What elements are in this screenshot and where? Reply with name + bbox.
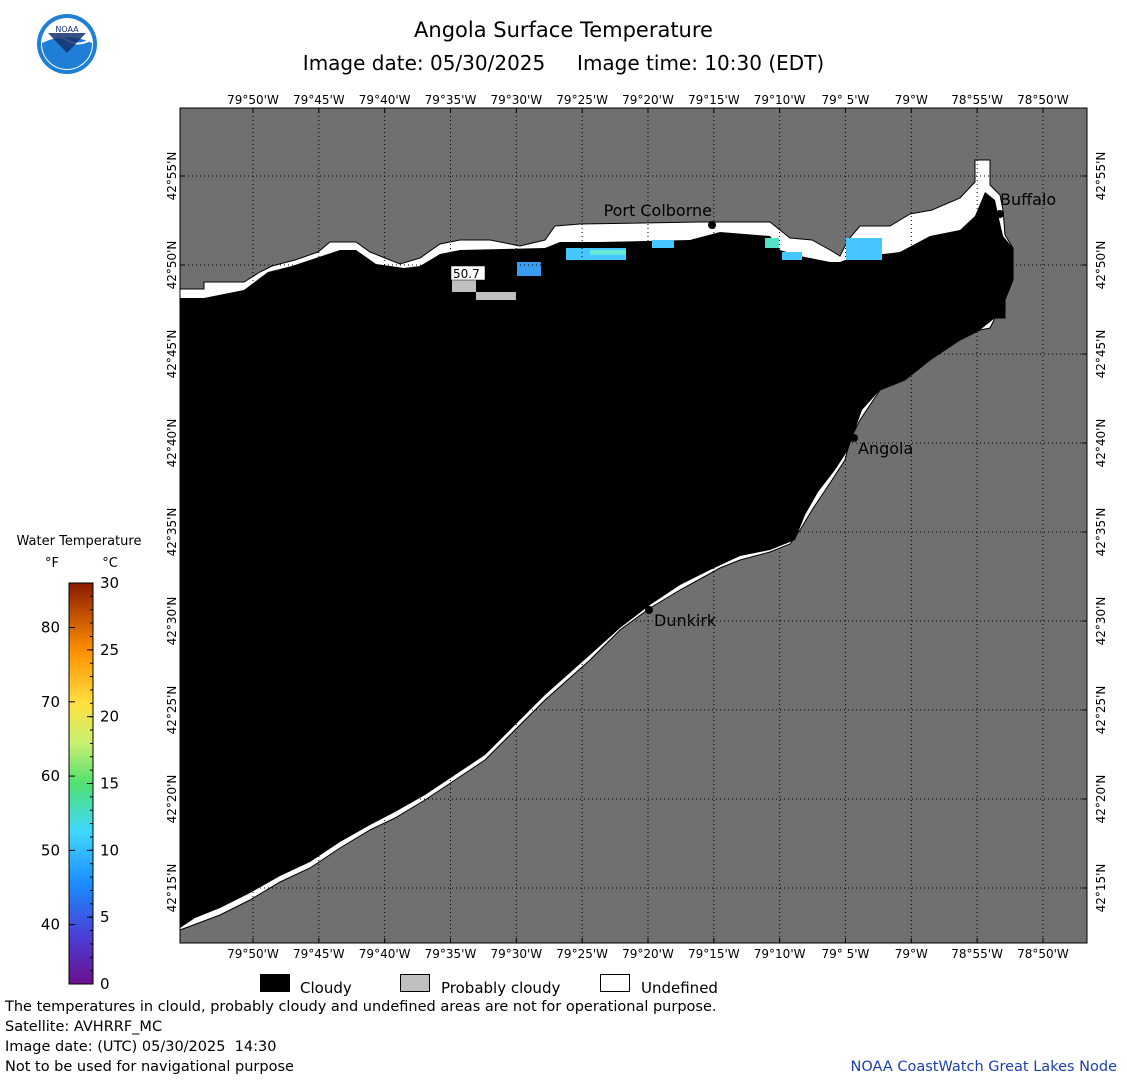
colorbar-f-labels: 80 70 60 50 40 [41,619,60,934]
legend-swatch-cloudy [260,974,290,992]
svg-text:50.7: 50.7 [453,267,480,281]
latitude-labels-right: 42°55'N 42°50'N 42°45'N 42°40'N 42°35'N 42°30… [1094,152,1108,913]
legend-label-probably-cloudy: Probably cloudy [441,979,561,997]
sample-value-label: 50.7 [450,265,486,281]
lon-label-bottom: 79°20'W [622,947,674,961]
svg-text:NOAA: NOAA [55,25,79,34]
longitude-labels-bottom: 79°50'W 79°45'W 79°40'W 79°35'W 79°30'W 79°25… [227,947,1069,961]
colorbar-f-label: 70 [41,693,60,711]
credit-link[interactable]: NOAA CoastWatch Great Lakes Node [850,1059,1117,1075]
axis-ticks [180,108,1087,943]
lat-label-left: 42°50'N [165,241,179,290]
colorbar-c-labels: 30 25 20 15 10 5 0 [100,574,119,993]
cloudy-area [180,192,1013,928]
probably-cloudy-area [452,280,516,300]
city-angola: Angola [850,434,913,458]
lon-label-top: 79°25'W [556,93,608,107]
colorbar-c-label: 0 [100,975,110,993]
lon-label-top: 79°W [895,93,928,107]
lat-label-right: 42°35'N [1094,508,1108,557]
lon-label-top: 79°50'W [227,93,279,107]
longitude-labels-top: 79°50'W 79°45'W 79°40'W 79°35'W 79°30'W 79°25… [227,93,1069,107]
lat-label-right: 42°45'N [1094,330,1108,379]
footer-utc-date: Image date: (UTC) 05/30/2025 14:30 [5,1039,277,1055]
lon-label-top: 79°10'W [754,93,806,107]
colorbar-f-label: 80 [41,619,60,637]
lat-label-left: 42°55'N [165,152,179,201]
legend-swatch-probably-cloudy [400,974,430,992]
lon-label-top: 78°55'W [951,93,1003,107]
lat-label-right: 42°55'N [1094,152,1108,201]
city-buffalo: Buffalo [996,190,1056,218]
lon-label-top: 79°45'W [293,93,345,107]
image-date-time: Image date: 05/30/2025 Image time: 10:30… [302,51,825,75]
lat-label-left: 42°45'N [165,330,179,379]
lat-label-left: 42°35'N [165,508,179,557]
colorbar-f-label: 40 [41,916,60,934]
lon-label-top: 79°15'W [688,93,740,107]
colorbar-title: Water Temperature [17,534,142,549]
colorbar-f-label: 60 [41,767,60,785]
colorbar-unit-f: °F [45,556,59,571]
svg-text:Dunkirk: Dunkirk [654,611,717,630]
latitude-labels-left: 42°55'N 42°50'N 42°45'N 42°40'N 42°35'N 42°30… [165,152,179,913]
lat-label-left: 42°25'N [165,686,179,735]
lon-label-top: 79° 5'W [822,93,870,107]
colorbar-c-label: 15 [100,775,119,793]
lon-label-bottom: 79°15'W [688,947,740,961]
lon-label-bottom: 78°55'W [951,947,1003,961]
legend-label-undefined: Undefined [641,979,718,997]
colorbar-c-label: 20 [100,708,119,726]
legend-swatch-undefined [600,974,630,992]
lon-label-bottom: 79° 5'W [822,947,870,961]
colorbar-c-label: 10 [100,841,119,859]
svg-text:Port Colborne: Port Colborne [604,201,712,220]
footer-navigation-warning: Not to be used for navigational purpose [5,1059,294,1075]
lon-label-top: 78°50'W [1017,93,1069,107]
lat-label-right: 42°25'N [1094,686,1108,735]
lon-label-top: 79°35'W [425,93,477,107]
colorbar-ticks [69,582,93,985]
lat-label-right: 42°30'N [1094,597,1108,646]
colorbar-f-label: 50 [41,841,60,859]
lat-label-right: 42°20'N [1094,775,1108,824]
lat-label-left: 42°20'N [165,775,179,824]
colorbar-c-label: 30 [100,574,119,592]
lon-label-bottom: 79°10'W [754,947,806,961]
lon-label-bottom: 78°50'W [1017,947,1069,961]
svg-text:Angola: Angola [858,439,913,458]
lat-label-left: 42°40'N [165,419,179,468]
lon-label-bottom: 79°25'W [556,947,608,961]
lon-label-bottom: 79°35'W [425,947,477,961]
water-temperature-pixels [517,238,882,276]
lon-label-bottom: 79°40'W [359,947,411,961]
legend-label-cloudy: Cloudy [300,979,352,997]
lat-label-right: 42°15'N [1094,864,1108,913]
lon-label-top: 79°40'W [359,93,411,107]
footer-disclaimer: The temperatures in clould, probably clo… [5,999,717,1015]
lon-label-top: 79°30'W [490,93,542,107]
lat-label-left: 42°30'N [165,597,179,646]
lon-label-bottom: 79°45'W [293,947,345,961]
noaa-logo: NOAA [37,14,97,74]
lat-label-right: 42°50'N [1094,241,1108,290]
lon-label-top: 79°20'W [622,93,674,107]
lat-label-left: 42°15'N [165,864,179,913]
city-dunkirk: Dunkirk [645,606,717,630]
colorbar-c-label: 5 [100,908,110,926]
city-port-colborne: Port Colborne [604,201,716,229]
colorbar-c-label: 25 [100,641,119,659]
lon-label-bottom: 79°50'W [227,947,279,961]
lon-label-bottom: 79°W [895,947,928,961]
map-title: Angola Surface Temperature [414,18,713,42]
lat-label-right: 42°40'N [1094,419,1108,468]
lon-label-bottom: 79°30'W [490,947,542,961]
footer-satellite: Satellite: AVHRRF_MC [5,1019,163,1035]
colorbar-unit-c: °C [102,556,118,571]
svg-text:Buffalo: Buffalo [1000,190,1056,209]
